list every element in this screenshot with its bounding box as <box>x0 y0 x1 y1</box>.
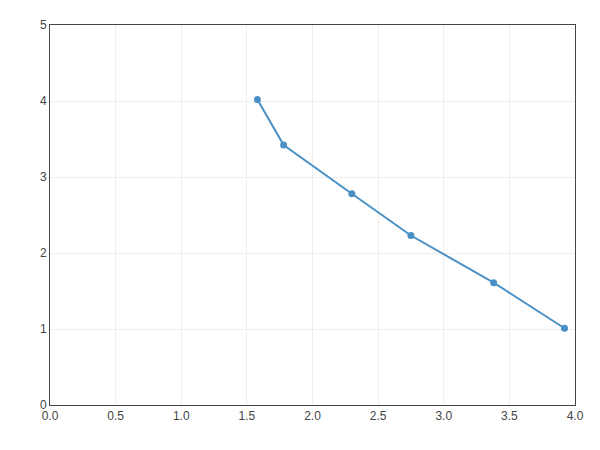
svg-text:5: 5 <box>40 18 47 32</box>
svg-text:0.0: 0.0 <box>42 409 59 423</box>
svg-text:2: 2 <box>40 246 47 260</box>
svg-text:3.5: 3.5 <box>501 409 518 423</box>
svg-text:0.5: 0.5 <box>107 409 124 423</box>
svg-text:3: 3 <box>40 170 47 184</box>
svg-text:3.0: 3.0 <box>435 409 452 423</box>
svg-text:0: 0 <box>40 398 47 412</box>
svg-text:1: 1 <box>40 322 47 336</box>
svg-text:1.0: 1.0 <box>173 409 190 423</box>
svg-text:4: 4 <box>40 94 47 108</box>
svg-text:4.0: 4.0 <box>567 409 584 423</box>
svg-text:1.5: 1.5 <box>239 409 256 423</box>
svg-text:2.5: 2.5 <box>370 409 387 423</box>
svg-text:2.0: 2.0 <box>304 409 321 423</box>
